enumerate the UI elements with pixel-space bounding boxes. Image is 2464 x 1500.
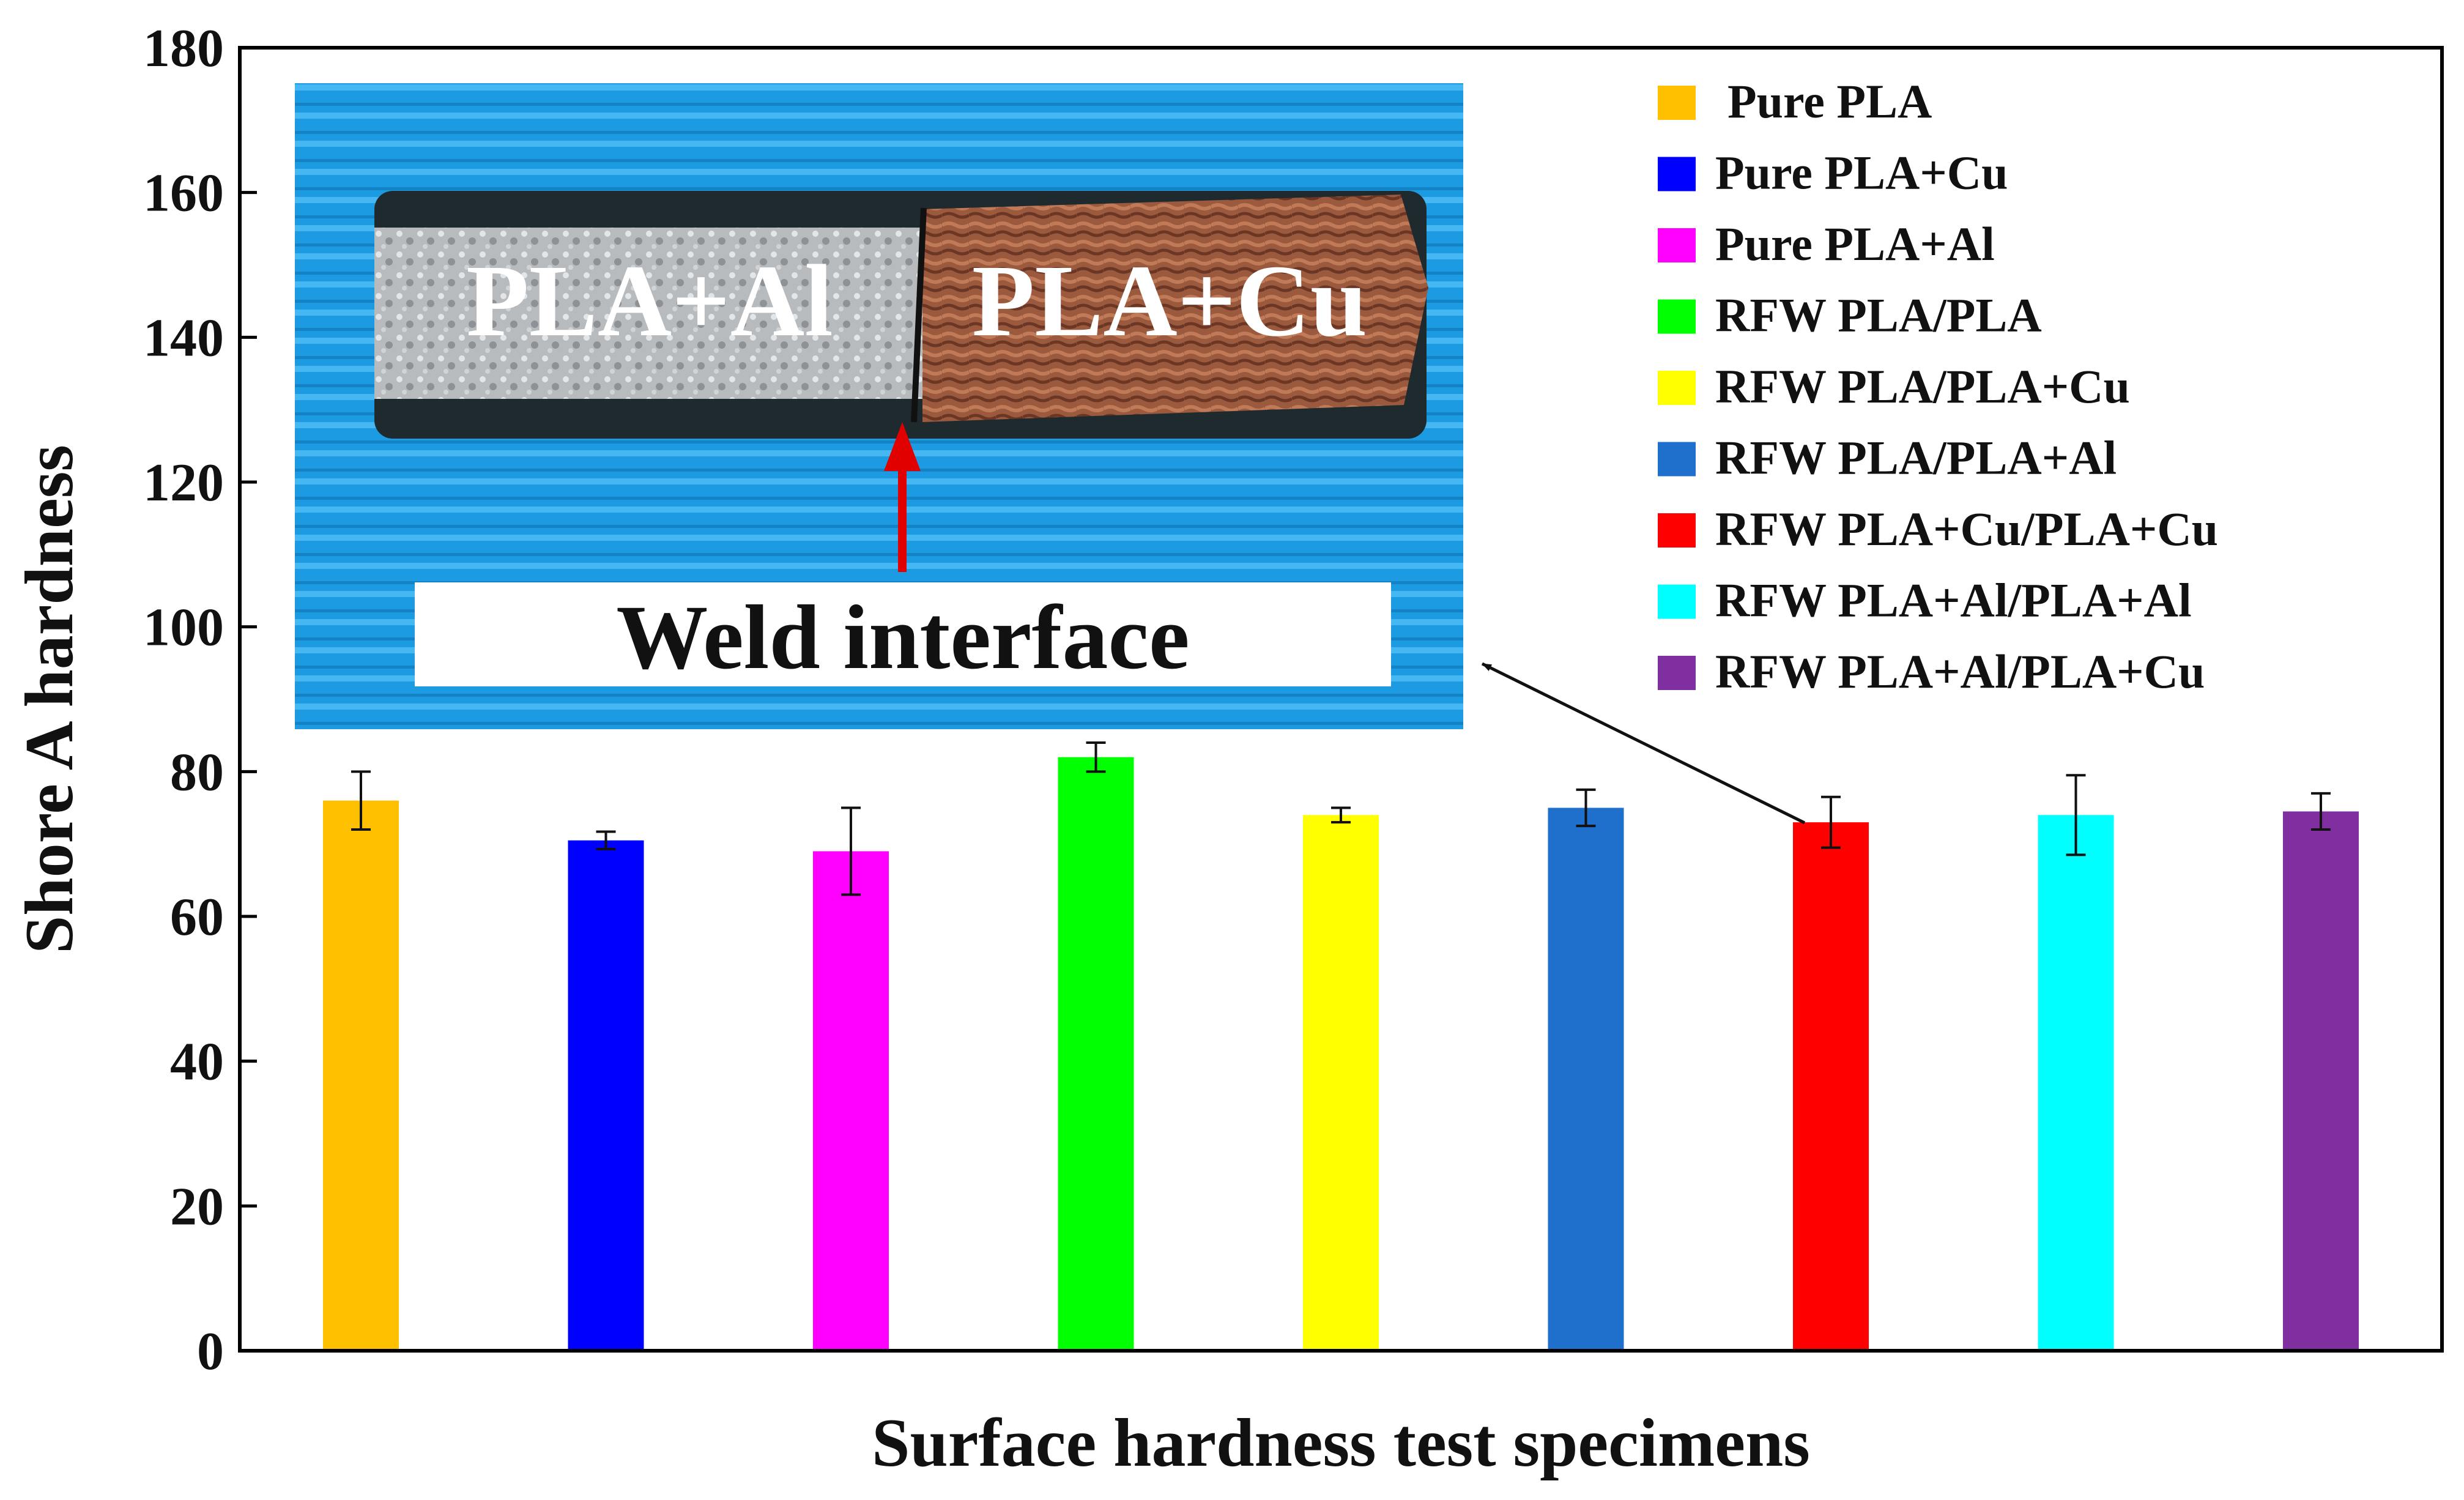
- inset-right-label: PLA+Cu: [972, 244, 1368, 358]
- bar: [2283, 811, 2359, 1351]
- legend-swatch: [1658, 442, 1696, 477]
- y-tick-label: 140: [143, 308, 224, 368]
- bar: [323, 800, 399, 1351]
- inset-weld-line: [911, 207, 927, 423]
- inset-aluminum-part: [374, 228, 925, 399]
- y-tick-label: 180: [143, 19, 224, 78]
- legend-label: Pure PLA+Cu: [1715, 146, 2008, 199]
- legend-label: RFW PLA+Al/PLA+Al: [1715, 574, 2192, 627]
- y-tick-label: 40: [170, 1033, 224, 1092]
- legend-label: Pure PLA+Al: [1715, 217, 1995, 270]
- inset-left-label: PLA+Al: [466, 244, 833, 358]
- y-tick-label: 80: [170, 743, 224, 802]
- y-tick-label: 160: [143, 164, 224, 223]
- legend-swatch: [1658, 299, 1696, 334]
- y-tick-label: 20: [170, 1177, 224, 1236]
- legend-swatch: [1658, 584, 1696, 619]
- x-axis-title: Surface hardness test specimens: [872, 1405, 1810, 1481]
- inset-photo: PLA+Al PLA+Cu Weld interface: [295, 83, 1463, 729]
- legend: Pure PLA Pure PLA+Cu Pure PLA+Al RFW PLA/PL…: [1658, 75, 2218, 698]
- bar: [568, 840, 644, 1351]
- bar: [2038, 815, 2114, 1351]
- inset-red-arrowhead: [884, 422, 921, 471]
- inset-caption-box: [415, 582, 1391, 686]
- legend-label: RFW PLA+Al/PLA+Cu: [1715, 645, 2205, 698]
- bar: [1548, 808, 1624, 1351]
- bar: [1303, 815, 1379, 1351]
- bar: [1793, 822, 1869, 1351]
- legend-swatch: [1658, 157, 1696, 191]
- legend-swatch: [1658, 513, 1696, 548]
- legend-swatch: [1658, 656, 1696, 690]
- legend-swatch: [1658, 86, 1696, 120]
- legend-label: RFW PLA/PLA+Cu: [1715, 360, 2130, 413]
- legend-label: RFW PLA/PLA: [1715, 289, 2042, 342]
- inset-pointer-arrow: [1481, 662, 1806, 825]
- legend-label: RFW PLA/PLA+Al: [1715, 431, 2117, 485]
- y-tick-label: 100: [143, 598, 224, 658]
- plot-frame: [238, 46, 2444, 1353]
- inset-copper-part: [922, 195, 1428, 422]
- legend-swatch: [1658, 371, 1696, 405]
- bar: [813, 851, 889, 1351]
- legend-label: RFW PLA+Cu/PLA+Cu: [1715, 502, 2218, 555]
- inset-caption: Weld interface: [616, 587, 1189, 688]
- y-axis-title: Shore A hardness: [12, 445, 87, 954]
- y-tick-label: 60: [170, 888, 224, 947]
- legend-label: Pure PLA: [1727, 75, 1932, 128]
- legend-swatch: [1658, 228, 1696, 262]
- y-tick-label: 120: [143, 453, 224, 513]
- bar: [1058, 757, 1134, 1351]
- y-tick-label: 0: [197, 1322, 224, 1381]
